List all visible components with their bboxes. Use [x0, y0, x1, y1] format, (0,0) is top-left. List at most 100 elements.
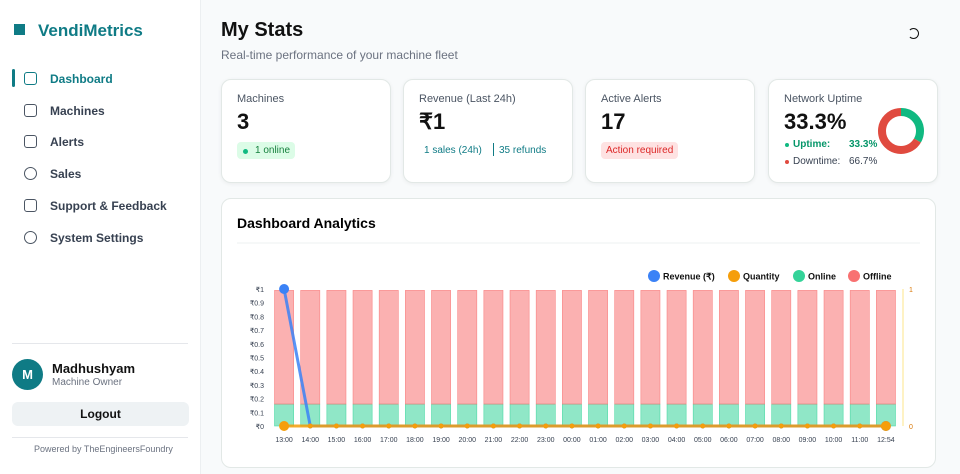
user-name: Madhushyam: [52, 361, 136, 376]
point: [700, 423, 706, 429]
card-item: 1 sales (24h): [424, 145, 482, 156]
point: [880, 421, 891, 431]
bar: [352, 403, 373, 427]
bar: [431, 290, 451, 405]
x-tick-label: 17:00: [380, 437, 398, 444]
bar: [666, 403, 687, 427]
downtime-label: Downtime:: [793, 156, 841, 167]
y-tick-label: ₹0.6: [250, 341, 264, 349]
y-tick-label: ₹0.8: [250, 313, 264, 321]
y-tick-label: ₹0.9: [250, 300, 264, 308]
legend-swatch: [848, 270, 860, 282]
logout-button[interactable]: Logout: [12, 402, 189, 426]
bar: [509, 290, 530, 405]
bar: [849, 290, 870, 405]
stat-card: Active Alerts 17 Action required: [585, 79, 755, 183]
x-tick-label: 20:00: [458, 437, 476, 444]
x-tick-label: 02:00: [615, 437, 633, 444]
point: [647, 423, 653, 429]
theme-toggle[interactable]: [908, 28, 919, 39]
x-tick-label: 19:00: [432, 437, 450, 444]
legend-label: Offline: [863, 272, 892, 282]
card-value: 17: [601, 109, 626, 134]
bar: [640, 290, 661, 405]
x-tick-label: 14:00: [301, 437, 319, 444]
y2-tick-label: 1: [909, 287, 913, 294]
bar: [483, 403, 504, 427]
stat-card: Network Uptime 33.3% Uptime: 33.3% Downt…: [768, 79, 938, 183]
powered-by: Powered by TheEngineersFoundry: [34, 444, 173, 454]
point: [726, 423, 732, 429]
card-badge: Action required: [601, 142, 679, 159]
x-tick-label: 08:00: [772, 437, 790, 444]
chart-title: Dashboard Analytics: [237, 215, 376, 231]
nav-item[interactable]: Sales: [50, 167, 82, 181]
downtime-value: 66.7%: [849, 156, 878, 167]
point: [621, 423, 627, 429]
point: [517, 423, 523, 429]
page-title: My Stats: [221, 19, 304, 41]
bar: [352, 290, 373, 405]
point: [360, 423, 366, 429]
x-tick-label: 15:00: [328, 437, 346, 444]
bar: [562, 403, 582, 427]
point: [752, 423, 758, 429]
bar: [849, 403, 870, 427]
nav-item[interactable]: Dashboard: [50, 72, 113, 86]
x-tick-label: 04:00: [668, 437, 686, 444]
bar: [614, 290, 635, 405]
point: [831, 423, 837, 429]
point: [464, 423, 470, 429]
bar: [431, 403, 451, 427]
bar: [823, 403, 844, 427]
nav-icon: [24, 167, 37, 180]
bar: [562, 290, 582, 405]
bar: [457, 403, 478, 427]
nav-item[interactable]: System Settings: [50, 231, 144, 245]
bar: [588, 290, 608, 405]
legend-label: Online: [808, 272, 836, 282]
point: [857, 423, 863, 429]
card-label: Machines: [237, 93, 285, 105]
card-value: ₹1: [419, 109, 446, 134]
legend-label: Revenue (₹): [663, 272, 715, 282]
card-value: 3: [237, 109, 250, 134]
nav-item[interactable]: Machines: [50, 104, 105, 118]
bar: [876, 290, 896, 405]
x-tick-label: 18:00: [406, 437, 424, 444]
page-subtitle: Real-time performance of your machine fl…: [221, 48, 458, 62]
chart: Dashboard Analytics ₹0 ₹0.1 ₹0.2 ₹0.3 ₹0.4 ₹0…: [237, 215, 920, 444]
bar: [535, 403, 556, 427]
x-tick-label: 12:54: [877, 437, 895, 444]
bar: [457, 290, 478, 405]
bar: [719, 290, 739, 405]
y-tick-label: ₹1: [256, 286, 264, 294]
x-tick-label: 03:00: [642, 437, 660, 444]
legend-dot: [785, 160, 789, 164]
card-value: 33.3%: [784, 109, 847, 134]
bar: [614, 403, 635, 427]
point: [804, 423, 810, 429]
point: [307, 423, 313, 429]
point: [412, 423, 418, 429]
nav-item[interactable]: Alerts: [50, 135, 85, 149]
x-tick-label: 01:00: [589, 437, 607, 444]
nav-item[interactable]: Support & Feedback: [50, 199, 167, 213]
bar: [300, 290, 321, 405]
x-tick-label: 07:00: [746, 437, 764, 444]
series-line: [282, 288, 886, 428]
chart-card: Dashboard Analytics ₹0 ₹0.1 ₹0.2 ₹0.3 ₹0.4 ₹0…: [221, 198, 936, 468]
bar: [745, 290, 765, 405]
bar: [797, 403, 818, 427]
card-label: Revenue (Last 24h): [419, 93, 516, 105]
uptime-value: 33.3%: [849, 139, 878, 150]
card-badge: 1 online: [237, 142, 296, 159]
point: [490, 423, 496, 429]
x-tick-label: 11:00: [851, 437, 868, 444]
point: [438, 423, 444, 429]
y-tick-label: ₹0.7: [250, 327, 264, 335]
y-tick-label: ₹0.2: [250, 396, 264, 404]
user-role: Machine Owner: [52, 377, 123, 388]
legend-label: Quantity: [743, 272, 780, 282]
bar: [797, 290, 818, 405]
